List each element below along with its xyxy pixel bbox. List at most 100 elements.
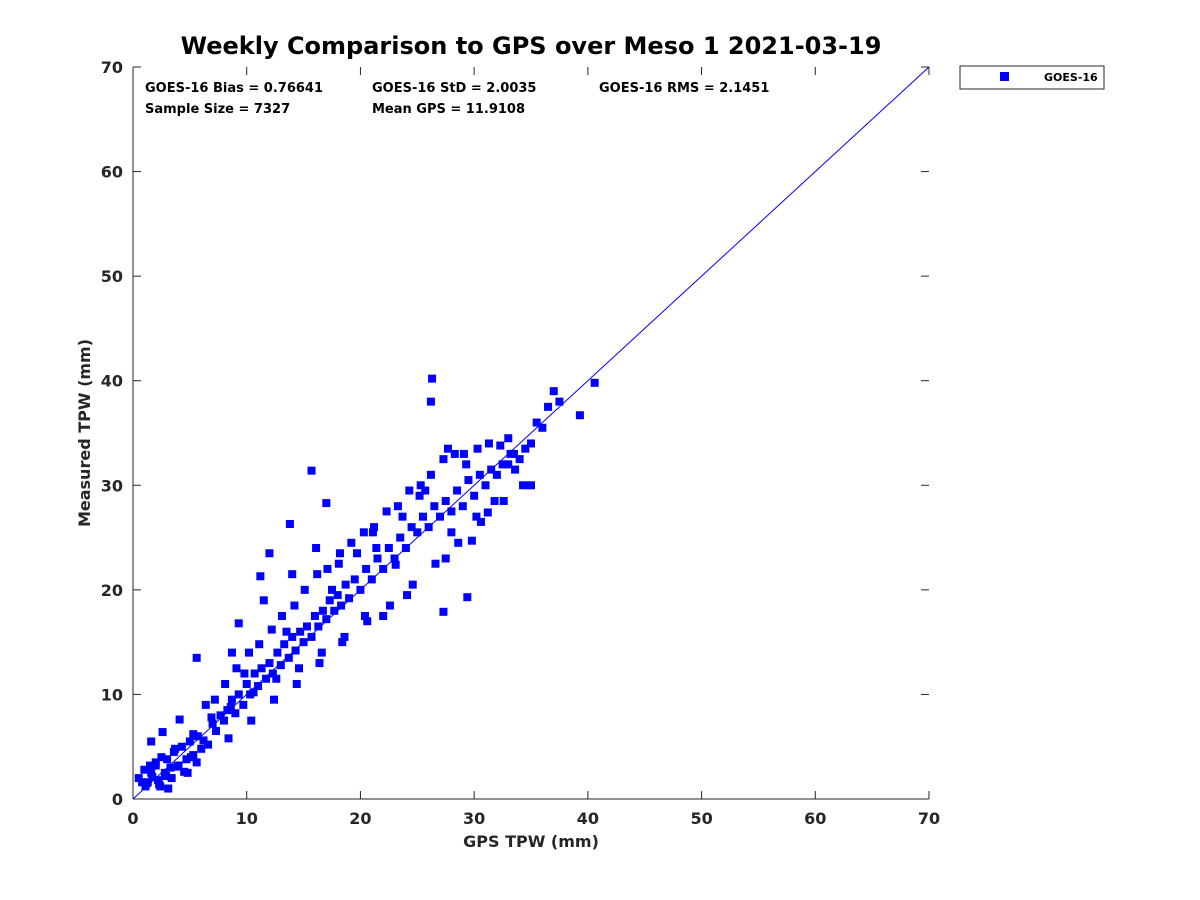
data-point	[359, 528, 368, 537]
data-point	[197, 744, 206, 753]
data-point	[254, 682, 263, 691]
data-point	[373, 554, 382, 563]
data-point	[221, 679, 230, 688]
data-point	[224, 734, 233, 743]
data-point	[527, 439, 535, 448]
x-axis-label: GPS TPW (mm)	[463, 832, 599, 851]
data-point	[490, 496, 499, 505]
data-point	[532, 418, 541, 427]
data-point	[322, 615, 331, 624]
data-point	[300, 585, 309, 594]
data-point	[363, 617, 372, 626]
data-point	[430, 502, 439, 511]
legend: GOES-16	[959, 65, 1105, 90]
data-point	[185, 737, 194, 746]
data-point	[296, 627, 305, 636]
data-point	[147, 737, 156, 746]
plot-area: 0 10 20 30 40 50 60 70 0 10 20 30 40 50 60 70	[101, 58, 940, 828]
data-point	[272, 674, 281, 683]
reference-lines	[132, 66, 930, 800]
one-to-one-line	[132, 66, 930, 800]
data-point	[212, 727, 221, 736]
data-point	[382, 507, 391, 516]
data-point	[441, 554, 450, 563]
data-point	[337, 601, 346, 610]
data-point	[340, 632, 349, 641]
y-axis-label: Measured TPW (mm)	[75, 339, 94, 527]
data-point	[315, 659, 324, 668]
data-point	[549, 387, 558, 396]
data-point	[353, 549, 362, 558]
data-point	[441, 496, 450, 505]
data-point	[210, 695, 219, 704]
x-tick-label: 10	[236, 809, 258, 828]
data-point	[183, 768, 192, 777]
data-point	[284, 653, 293, 662]
data-point	[227, 695, 236, 704]
data-point	[426, 397, 435, 406]
data-point	[421, 486, 430, 495]
data-point	[256, 572, 265, 581]
data-point	[148, 773, 157, 782]
data-point	[318, 606, 327, 615]
data-point	[379, 612, 388, 620]
data-point	[143, 778, 152, 787]
data-point	[219, 716, 228, 725]
stat-sample-size: Sample Size = 7327	[145, 102, 290, 117]
data-point	[285, 519, 294, 528]
data-point	[345, 594, 354, 603]
data-point	[467, 536, 476, 545]
data-point	[249, 688, 258, 697]
data-point	[161, 771, 170, 780]
data-point	[250, 669, 259, 678]
data-point	[141, 782, 150, 791]
data-point	[240, 669, 249, 678]
data-point	[138, 778, 147, 787]
data-point	[140, 765, 149, 774]
data-point	[450, 449, 459, 458]
data-point	[403, 591, 412, 600]
data-point	[555, 397, 564, 406]
data-point	[416, 481, 425, 490]
data-point	[407, 523, 416, 532]
legend-label-goes16: GOES-16	[1044, 71, 1098, 84]
data-point	[177, 742, 186, 751]
data-point	[167, 774, 176, 783]
data-point	[496, 441, 505, 450]
data-point	[192, 758, 201, 767]
data-point	[288, 570, 297, 579]
data-point	[234, 690, 243, 699]
data-point	[504, 460, 513, 469]
stat-bias: GOES-16 Bias = 0.76641	[145, 81, 323, 96]
x-tick-label: 0	[127, 809, 138, 828]
y-tick-label: 10	[101, 685, 123, 704]
data-point	[511, 465, 520, 474]
data-point	[267, 625, 276, 634]
x-ticks: 0 10 20 30 40 50 60 70	[127, 67, 940, 828]
data-point	[484, 439, 493, 448]
data-point	[302, 622, 311, 631]
stat-rms: GOES-16 RMS = 2.1451	[599, 81, 769, 96]
data-point	[164, 784, 173, 793]
data-point	[156, 782, 165, 791]
data-point	[244, 648, 253, 657]
data-point	[277, 612, 286, 620]
data-point	[393, 502, 402, 511]
data-point	[201, 700, 210, 709]
data-point	[428, 374, 437, 383]
data-point	[257, 664, 266, 673]
data-point	[335, 549, 344, 558]
stat-std: GOES-16 StD = 2.0035	[372, 81, 536, 96]
data-point	[280, 640, 289, 649]
data-point	[290, 601, 299, 610]
data-point	[384, 544, 393, 553]
data-point	[590, 378, 599, 387]
x-tick-label: 70	[918, 809, 940, 828]
data-point	[154, 776, 163, 785]
data-point	[317, 648, 326, 657]
data-point	[475, 470, 484, 479]
data-point	[270, 695, 279, 704]
data-point	[515, 455, 524, 464]
data-point	[368, 528, 377, 537]
data-point	[454, 538, 463, 547]
